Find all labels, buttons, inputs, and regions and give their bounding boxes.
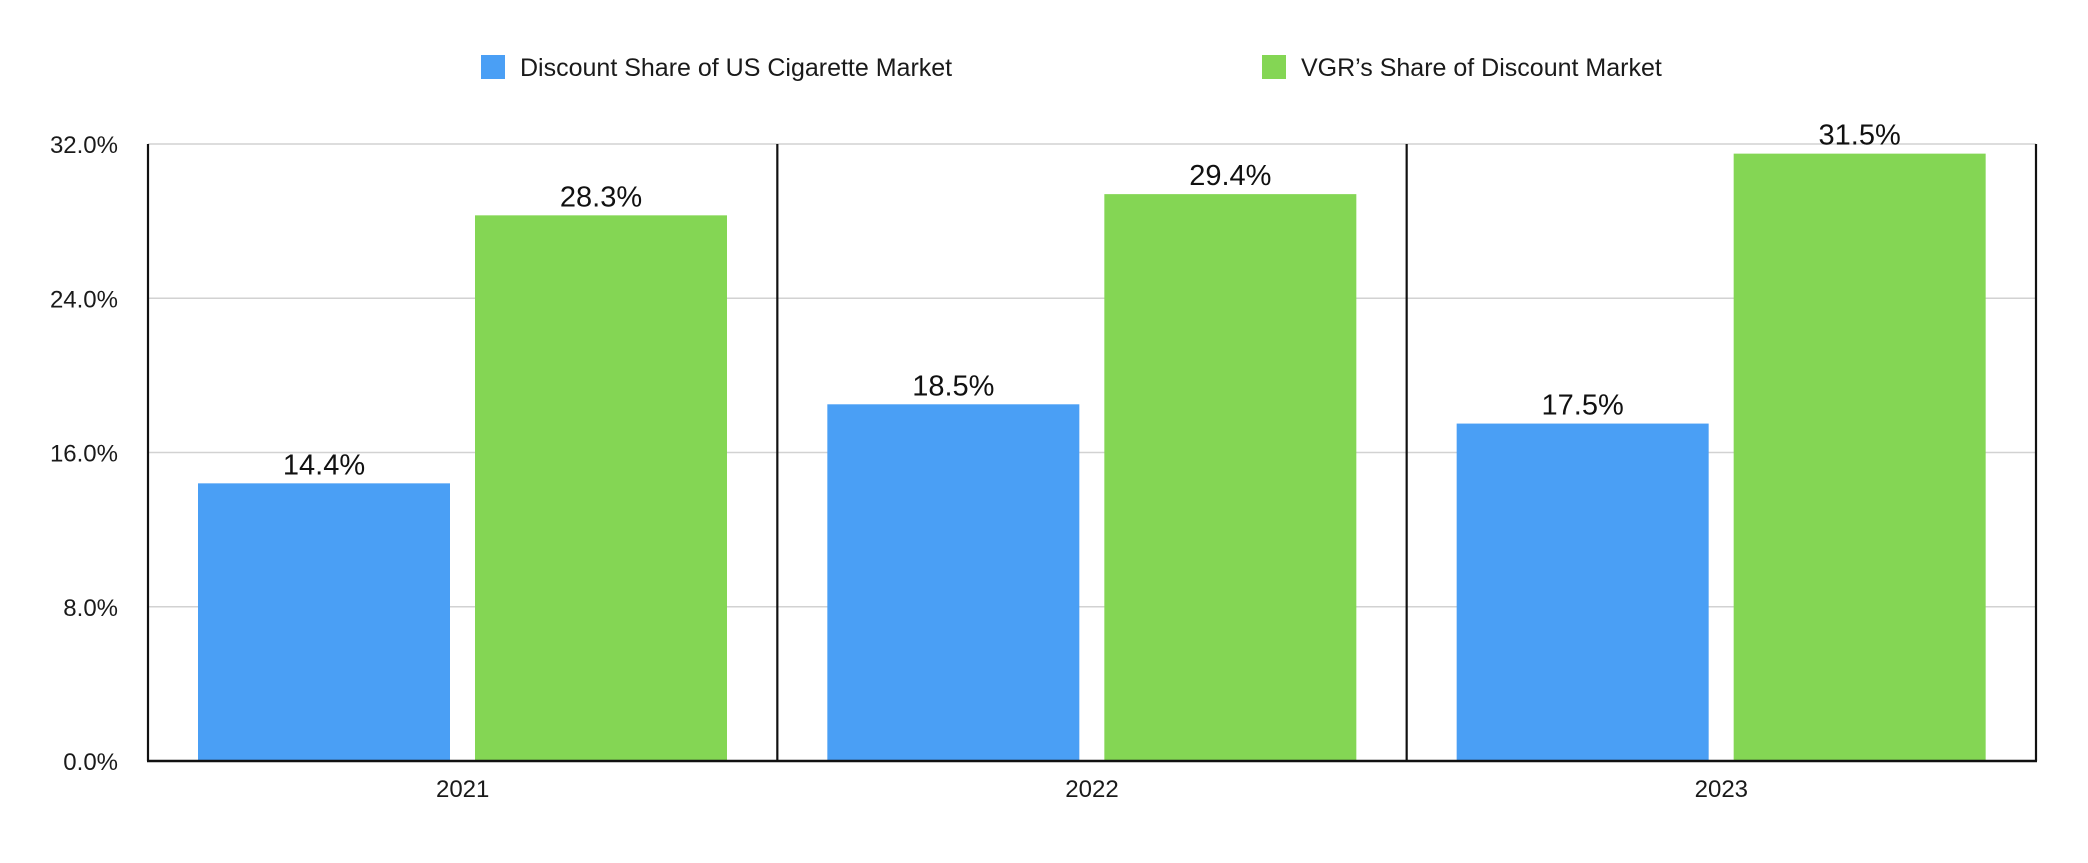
legend-swatch [1262,55,1286,79]
plot-frame [146,144,2038,763]
legend-label: Discount Share of US Cigarette Market [520,54,952,82]
data-label: 17.5% [1542,390,1624,422]
legend-item: Discount Share of US Cigarette Market [481,54,952,82]
bar [1456,423,1709,761]
y-tick-label: 8.0% [63,595,118,622]
x-tick-label: 2023 [1695,776,1748,803]
legend: Discount Share of US Cigarette Market VGR… [481,54,1662,82]
legend-item: VGR’s Share of Discount Market [1262,54,1662,82]
legend-label: VGR’s Share of Discount Market [1301,54,1662,82]
bar [1104,194,1357,762]
data-label: 29.4% [1189,160,1271,192]
bars [198,153,1986,762]
y-tick-label: 16.0% [50,441,118,468]
bar [198,483,450,761]
y-tick-label: 32.0% [50,132,118,159]
data-label: 18.5% [912,370,994,402]
data-labels: 14.4% 18.5% 17.5% 28.3% 29.4% 31.5% [283,120,1901,482]
bar [827,404,1080,761]
bar [1733,153,1986,761]
y-axis: 0.0% 8.0% 16.0% 24.0% 32.0% [50,132,118,776]
bar [475,215,727,761]
x-tick-label: 2022 [1065,776,1118,803]
legend-swatch [481,55,505,79]
data-label: 14.4% [283,449,365,481]
y-tick-label: 24.0% [50,286,118,313]
data-label: 28.3% [560,181,642,213]
y-tick-label: 0.0% [63,749,118,776]
x-tick-label: 2021 [436,776,489,803]
grid [148,143,2036,608]
data-label: 31.5% [1819,120,1901,152]
x-axis: 2021 2022 2023 [436,776,1748,803]
